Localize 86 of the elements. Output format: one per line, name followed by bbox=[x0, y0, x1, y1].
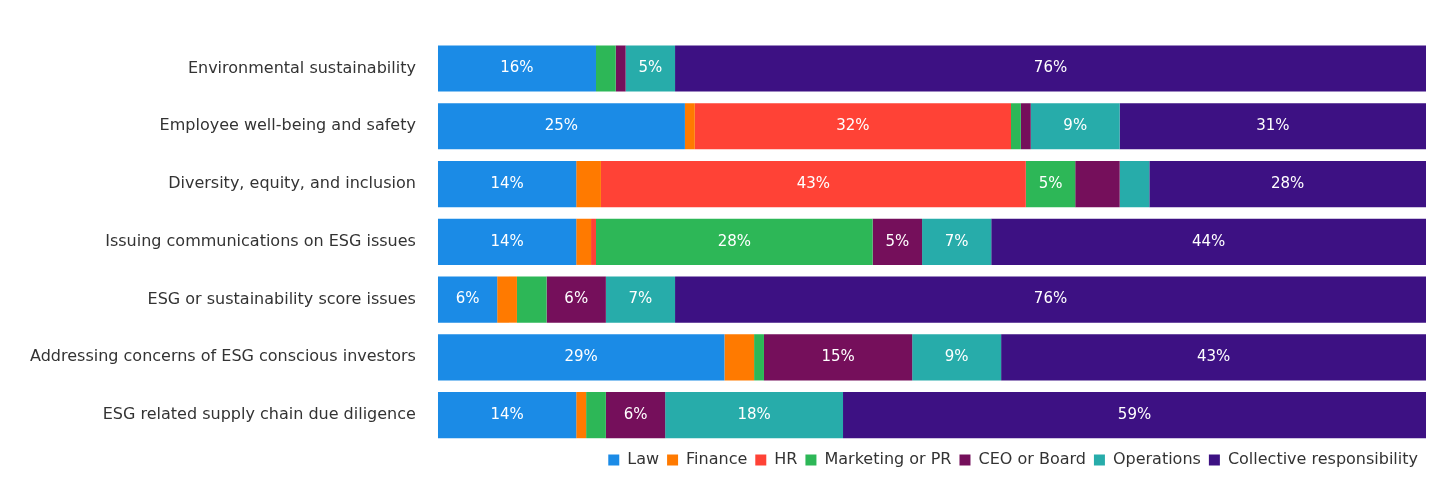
bar bbox=[596, 218, 873, 265]
bar bbox=[437, 45, 596, 92]
data-label: 76% bbox=[1033, 289, 1068, 308]
data-label: 28% bbox=[1270, 173, 1305, 192]
data-label: 9% bbox=[944, 347, 969, 366]
legend-label: Finance bbox=[686, 449, 748, 469]
data-label: 44% bbox=[1191, 231, 1226, 250]
bar bbox=[675, 45, 1426, 92]
bar bbox=[912, 334, 1002, 381]
bar bbox=[625, 45, 676, 92]
bar bbox=[684, 103, 695, 150]
data-label: 31% bbox=[1256, 116, 1290, 135]
data-label: 6% bbox=[455, 289, 480, 308]
bar bbox=[922, 218, 992, 265]
y-tick-label: Addressing concerns of ESG conscious investors bbox=[29, 346, 416, 366]
bar bbox=[546, 276, 606, 323]
bar bbox=[1149, 160, 1426, 208]
data-label: 7% bbox=[944, 231, 969, 250]
data-label: 43% bbox=[796, 173, 831, 192]
bar bbox=[1075, 160, 1120, 208]
data-label: 18% bbox=[737, 405, 771, 423]
bar bbox=[437, 276, 498, 323]
legend-label: Marketing or PR bbox=[824, 449, 952, 469]
bar bbox=[516, 276, 547, 323]
y-tick-label: Environmental sustainability bbox=[187, 57, 416, 77]
data-label: 76% bbox=[1033, 58, 1068, 77]
legend-label: CEO or Board bbox=[978, 449, 1086, 469]
data-label: 16% bbox=[500, 58, 534, 77]
bar bbox=[615, 45, 626, 92]
data-label: 5% bbox=[638, 58, 663, 77]
bar bbox=[437, 103, 685, 150]
bar bbox=[437, 218, 577, 265]
bar bbox=[1011, 103, 1021, 150]
bar bbox=[576, 160, 601, 208]
legend-label: HR bbox=[774, 449, 798, 469]
bar bbox=[437, 160, 577, 208]
bar bbox=[437, 334, 725, 381]
data-label: 14% bbox=[490, 173, 524, 192]
data-label: 43% bbox=[1196, 347, 1231, 366]
legend-label: Operations bbox=[1112, 449, 1201, 469]
data-label: 14% bbox=[490, 405, 524, 423]
bar bbox=[872, 218, 923, 265]
data-label: 15% bbox=[821, 347, 855, 366]
bar bbox=[1020, 103, 1031, 150]
data-label: 28% bbox=[717, 231, 751, 250]
bar bbox=[596, 45, 616, 92]
legend-label: Collective responsibility bbox=[1227, 449, 1419, 469]
bar bbox=[1001, 334, 1426, 381]
y-tick-label: Diversity, equity, and inclusion bbox=[168, 173, 416, 193]
bar bbox=[1119, 103, 1426, 150]
bar bbox=[1025, 160, 1076, 208]
bar bbox=[605, 276, 676, 323]
data-label: 32% bbox=[836, 116, 870, 135]
y-tick-label: ESG related supply chain due diligence bbox=[102, 404, 416, 424]
data-label: 5% bbox=[1038, 173, 1063, 192]
y-tick-label: Issuing communications on ESG issues bbox=[105, 230, 416, 250]
data-label: 6% bbox=[623, 405, 648, 423]
bar bbox=[763, 334, 913, 381]
data-label: 9% bbox=[1063, 116, 1088, 135]
bar bbox=[991, 218, 1426, 265]
data-label: 59% bbox=[1117, 405, 1152, 423]
y-tick-label: ESG or sustainability score issues bbox=[147, 288, 416, 308]
bar bbox=[586, 392, 606, 439]
data-label: 29% bbox=[564, 347, 598, 366]
bar bbox=[665, 392, 844, 439]
bar bbox=[843, 392, 1426, 439]
bar bbox=[497, 276, 517, 323]
bar bbox=[600, 160, 1026, 208]
bar bbox=[576, 218, 592, 265]
legend-label: Law bbox=[627, 449, 660, 469]
data-label: 6% bbox=[564, 289, 589, 308]
bar bbox=[1030, 103, 1120, 150]
bar bbox=[1119, 160, 1150, 208]
data-label: 7% bbox=[628, 289, 653, 308]
bar bbox=[675, 276, 1426, 323]
bar bbox=[576, 392, 587, 439]
data-label: 25% bbox=[544, 116, 579, 135]
bar bbox=[694, 103, 1011, 150]
bar bbox=[724, 334, 755, 381]
bar bbox=[437, 392, 577, 439]
bar bbox=[754, 334, 764, 381]
data-label: 5% bbox=[885, 231, 910, 250]
bar bbox=[591, 218, 596, 265]
bar bbox=[605, 392, 666, 439]
y-tick-label: Employee well-being and safety bbox=[159, 115, 416, 135]
data-label: 14% bbox=[490, 231, 524, 250]
